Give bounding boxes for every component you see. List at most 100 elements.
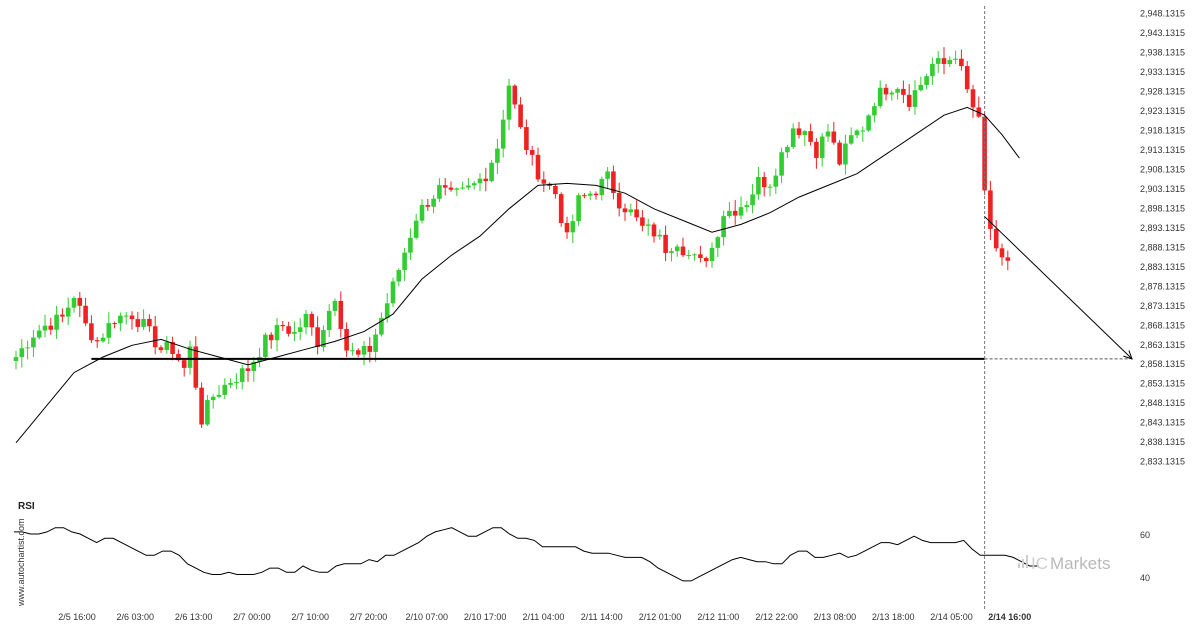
candle-body xyxy=(338,300,344,329)
rsi-tick-40: 40 xyxy=(1140,573,1150,583)
candle-body xyxy=(471,183,477,186)
candle-body xyxy=(390,281,396,304)
price-tick-label: 2,938.1315 xyxy=(1140,47,1185,57)
icmarkets-logo: IC Markets xyxy=(1018,554,1110,573)
candle-body xyxy=(118,315,123,324)
rsi-line xyxy=(14,527,1038,582)
candle-body xyxy=(959,58,964,67)
candle-body xyxy=(524,127,529,151)
candle-body xyxy=(930,63,935,77)
rsi-tick-60: 60 xyxy=(1140,530,1150,540)
candle-body xyxy=(634,209,639,218)
candle-body xyxy=(628,209,634,213)
time-tick-label: 2/6 13:00 xyxy=(175,612,213,622)
price-tick-label: 2,898.1315 xyxy=(1140,203,1185,213)
candle-body xyxy=(790,128,796,147)
candle-body xyxy=(988,190,993,229)
candle-body xyxy=(912,90,918,107)
price-tick-label: 2,933.1315 xyxy=(1140,67,1185,77)
candle-body xyxy=(582,195,587,197)
candle-body xyxy=(129,315,135,320)
candle-body xyxy=(924,76,929,85)
candle-body xyxy=(680,246,686,256)
candle-body xyxy=(576,195,581,222)
candle-body xyxy=(529,150,535,155)
candle-body xyxy=(297,327,303,332)
candle-body xyxy=(779,152,784,176)
candle-body xyxy=(100,337,106,342)
candle-body xyxy=(553,185,558,195)
price-tick-label: 2,948.1315 xyxy=(1140,8,1185,18)
price-tick-label: 2,843.1315 xyxy=(1140,418,1185,428)
candle-body xyxy=(732,210,738,216)
candle-body xyxy=(767,186,773,188)
price-tick-label: 2,943.1315 xyxy=(1140,28,1185,38)
candle-body xyxy=(750,194,755,206)
candle-body xyxy=(158,347,164,351)
candle-body xyxy=(721,216,726,238)
candle-body xyxy=(796,128,802,135)
candle-body xyxy=(228,383,233,385)
price-tick-label: 2,873.1315 xyxy=(1140,301,1185,311)
projection-arrow-head xyxy=(1123,350,1133,360)
candle-body xyxy=(593,193,599,196)
candle-body xyxy=(89,323,94,341)
candle-body xyxy=(147,318,152,327)
candle-body xyxy=(993,228,999,249)
candle-body xyxy=(280,324,286,327)
candle-body xyxy=(19,348,25,358)
price-tick-label: 2,913.1315 xyxy=(1140,145,1185,155)
price-tick-label: 2,838.1315 xyxy=(1140,437,1185,447)
candle-body xyxy=(640,217,645,226)
candle-body xyxy=(703,258,709,262)
rsi-title: RSI xyxy=(18,501,35,512)
candle-body xyxy=(483,178,489,182)
candle-body xyxy=(854,130,860,136)
candle-body xyxy=(866,115,871,131)
watermark-group: www.autochartist.com IC Markets xyxy=(16,518,1110,607)
candle-body xyxy=(918,84,924,91)
candle-body xyxy=(506,85,512,120)
candle-body xyxy=(437,185,442,199)
candle-body xyxy=(477,178,483,184)
candle-body xyxy=(727,210,732,217)
candle-body xyxy=(837,142,842,165)
candle-body xyxy=(112,323,117,325)
candle-body xyxy=(500,119,506,149)
time-tick-label: 2/10 17:00 xyxy=(464,612,507,622)
candle-body xyxy=(622,208,628,213)
candle-body xyxy=(715,237,721,248)
time-tick-label: 2/6 03:00 xyxy=(117,612,155,622)
candle-body xyxy=(970,89,976,108)
autochartist-watermark: www.autochartist.com xyxy=(16,518,26,607)
time-tick-label: 2/14 05:00 xyxy=(930,612,973,622)
candle-body xyxy=(825,131,831,137)
candle-body xyxy=(384,303,390,319)
candle-body xyxy=(570,221,576,233)
logo-bar-1 xyxy=(1018,563,1020,568)
price-tick-label: 2,888.1315 xyxy=(1140,242,1185,252)
candle-body xyxy=(756,176,761,195)
time-tick-label: 2/12 11:00 xyxy=(697,612,739,622)
price-tick-label: 2,853.1315 xyxy=(1140,379,1185,389)
candle-body xyxy=(321,330,326,348)
candle-body xyxy=(454,188,460,190)
candle-body xyxy=(60,314,65,317)
overlay-group xyxy=(91,6,1133,610)
candle-body xyxy=(13,357,19,362)
candle-body xyxy=(268,334,274,341)
time-tick-label: 2/11 04:00 xyxy=(522,612,564,622)
price-tick-label: 2,918.1315 xyxy=(1140,125,1185,135)
price-tick-label: 2,868.1315 xyxy=(1140,320,1185,330)
candle-body xyxy=(135,319,141,327)
candle-body xyxy=(999,248,1005,258)
candle-body xyxy=(42,325,48,331)
moving-average-group xyxy=(15,106,1020,444)
candle-body xyxy=(535,154,541,180)
candle-body xyxy=(645,224,651,226)
candle-body xyxy=(698,254,703,259)
candle-body xyxy=(843,143,848,165)
candle-body xyxy=(350,350,355,352)
candle-body xyxy=(187,346,193,368)
